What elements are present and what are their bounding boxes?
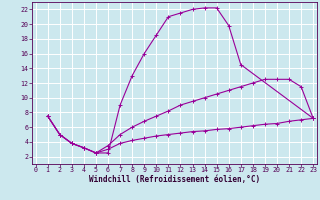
X-axis label: Windchill (Refroidissement éolien,°C): Windchill (Refroidissement éolien,°C) — [89, 175, 260, 184]
